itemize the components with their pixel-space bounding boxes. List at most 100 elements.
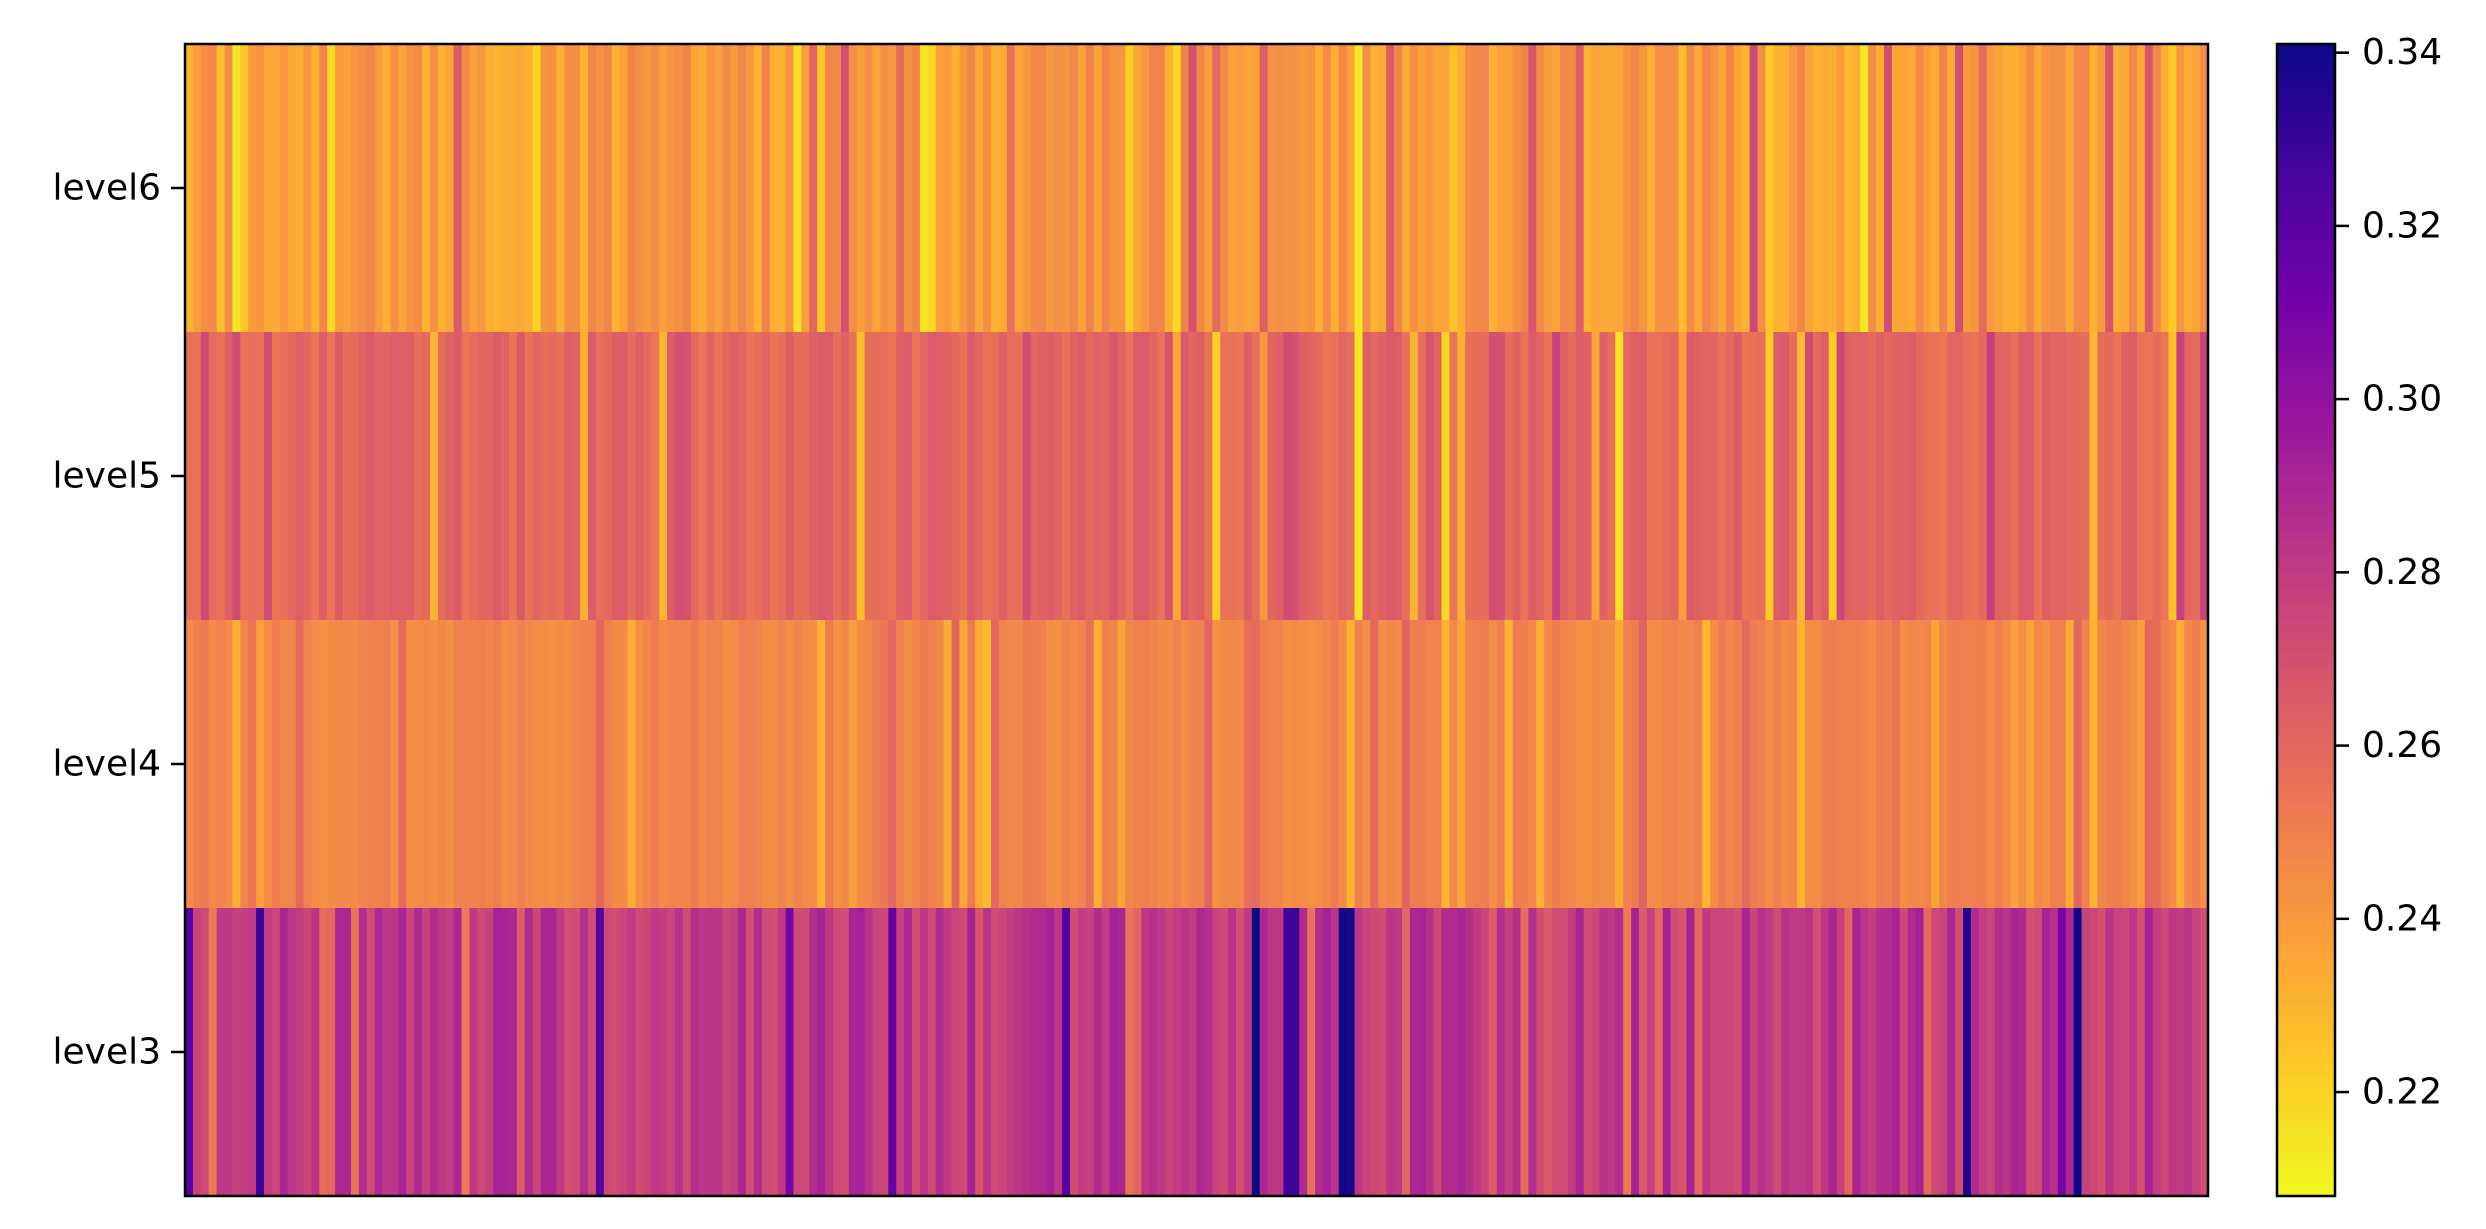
heatmap-cell (390, 332, 399, 621)
heatmap-cell (1172, 44, 1182, 333)
heatmap-cell (674, 44, 684, 333)
heatmap-cell (1773, 44, 1782, 333)
heatmap-cell (1654, 332, 1664, 621)
heatmap-cell (714, 908, 723, 1197)
heatmap-cell (485, 332, 494, 621)
heatmap-cell (1441, 620, 1450, 909)
heatmap-cell (295, 908, 305, 1197)
heatmap-cell (643, 620, 652, 909)
heatmap-cell (1188, 332, 1198, 621)
colorbar-gradient (2275, 42, 2337, 1198)
heatmap-cell (548, 332, 558, 621)
heatmap-cell (793, 620, 802, 909)
heatmap-cell (1694, 620, 1703, 909)
heatmap-cell (880, 332, 889, 621)
heatmap-cell (1876, 44, 1885, 333)
heatmap-cell (848, 44, 858, 333)
heatmap-cell (1725, 620, 1735, 909)
heatmap-cell (2152, 332, 2162, 621)
heatmap-cell (674, 332, 684, 621)
heatmap-cell (1931, 620, 1940, 909)
heatmap-cell (1465, 44, 1474, 333)
heatmap-cell (1275, 620, 1285, 909)
heatmap-cell (1765, 44, 1774, 333)
heatmap-cell (303, 620, 313, 909)
heatmap-cell (2042, 908, 2051, 1197)
heatmap-cell (1820, 620, 1830, 909)
heatmap-cell (595, 44, 605, 333)
heatmap-cell (1283, 332, 1292, 621)
heatmap-cell (1733, 908, 1743, 1197)
heatmap-cell (1552, 332, 1561, 621)
heatmap-cell (888, 908, 897, 1197)
heatmap-cell (722, 44, 731, 333)
heatmap-cell (1022, 44, 1032, 333)
heatmap-cell (1299, 332, 1308, 621)
heatmap-cell (667, 620, 676, 909)
heatmap-cell (1765, 908, 1774, 1197)
heatmap-cell (935, 908, 945, 1197)
heatmap-cell (1986, 44, 1996, 333)
heatmap-cell (1757, 620, 1767, 909)
heatmap-cell (1710, 620, 1719, 909)
heatmap-cell (350, 332, 360, 621)
heatmap-cell (1488, 908, 1498, 1197)
heatmap-cell (248, 908, 257, 1197)
heatmap-cell (1978, 620, 1988, 909)
heatmap-cell (1907, 44, 1917, 333)
heatmap-cell (1797, 332, 1806, 621)
heatmap-cell (1852, 908, 1861, 1197)
heatmap-cell (572, 908, 581, 1197)
heatmap-cell (1228, 332, 1237, 621)
y-tick-label-level5: level5 (52, 456, 161, 497)
heatmap-cell (1749, 44, 1759, 333)
heatmap-cell (603, 620, 613, 909)
heatmap-cell (1512, 332, 1522, 621)
heatmap-cell (1528, 620, 1537, 909)
heatmap-cell (1386, 44, 1395, 333)
heatmap-cell (390, 44, 399, 333)
heatmap-cell (2136, 44, 2146, 333)
heatmap-cell (564, 332, 573, 621)
heatmap-cell (366, 620, 376, 909)
heatmap-cell (2042, 44, 2051, 333)
heatmap-cell (690, 620, 700, 909)
heatmap-cell (1868, 620, 1877, 909)
heatmap-cell (1315, 44, 1324, 333)
heatmap-cell (1362, 332, 1371, 621)
heatmap-cell (2049, 908, 2059, 1197)
heatmap-cell (1567, 908, 1577, 1197)
heatmap-cell (303, 908, 313, 1197)
heatmap-cell (532, 620, 542, 909)
heatmap-cell (1528, 332, 1537, 621)
heatmap-cell (651, 44, 660, 333)
heatmap-cell (224, 332, 234, 621)
heatmap-cell (1828, 332, 1838, 621)
heatmap-cell (1409, 908, 1419, 1197)
heatmap-cell (1259, 44, 1269, 333)
heatmap-cell (524, 332, 534, 621)
heatmap-cell (722, 620, 731, 909)
heatmap-cell (311, 908, 320, 1197)
heatmap-cell (730, 620, 739, 909)
heatmap-cell (1994, 44, 2004, 333)
heatmap-cell (2128, 908, 2138, 1197)
heatmap-cell (793, 908, 802, 1197)
heatmap-cell (769, 332, 779, 621)
heatmap-cell (2136, 620, 2146, 909)
heatmap-cell (1860, 620, 1869, 909)
heatmap-cell (240, 44, 249, 333)
heatmap-cell (453, 908, 463, 1197)
heatmap-cell (271, 44, 281, 333)
heatmap-cell (1109, 332, 1119, 621)
heatmap-cell (1623, 908, 1632, 1197)
heatmap-cell (753, 332, 763, 621)
heatmap-cell (943, 620, 953, 909)
heatmap-cell (991, 908, 1000, 1197)
heatmap-cell (840, 332, 850, 621)
heatmap-cell (2026, 44, 2035, 333)
heatmap-cell (1718, 908, 1727, 1197)
heatmap-cell (1781, 332, 1790, 621)
heatmap-cell (232, 332, 241, 621)
